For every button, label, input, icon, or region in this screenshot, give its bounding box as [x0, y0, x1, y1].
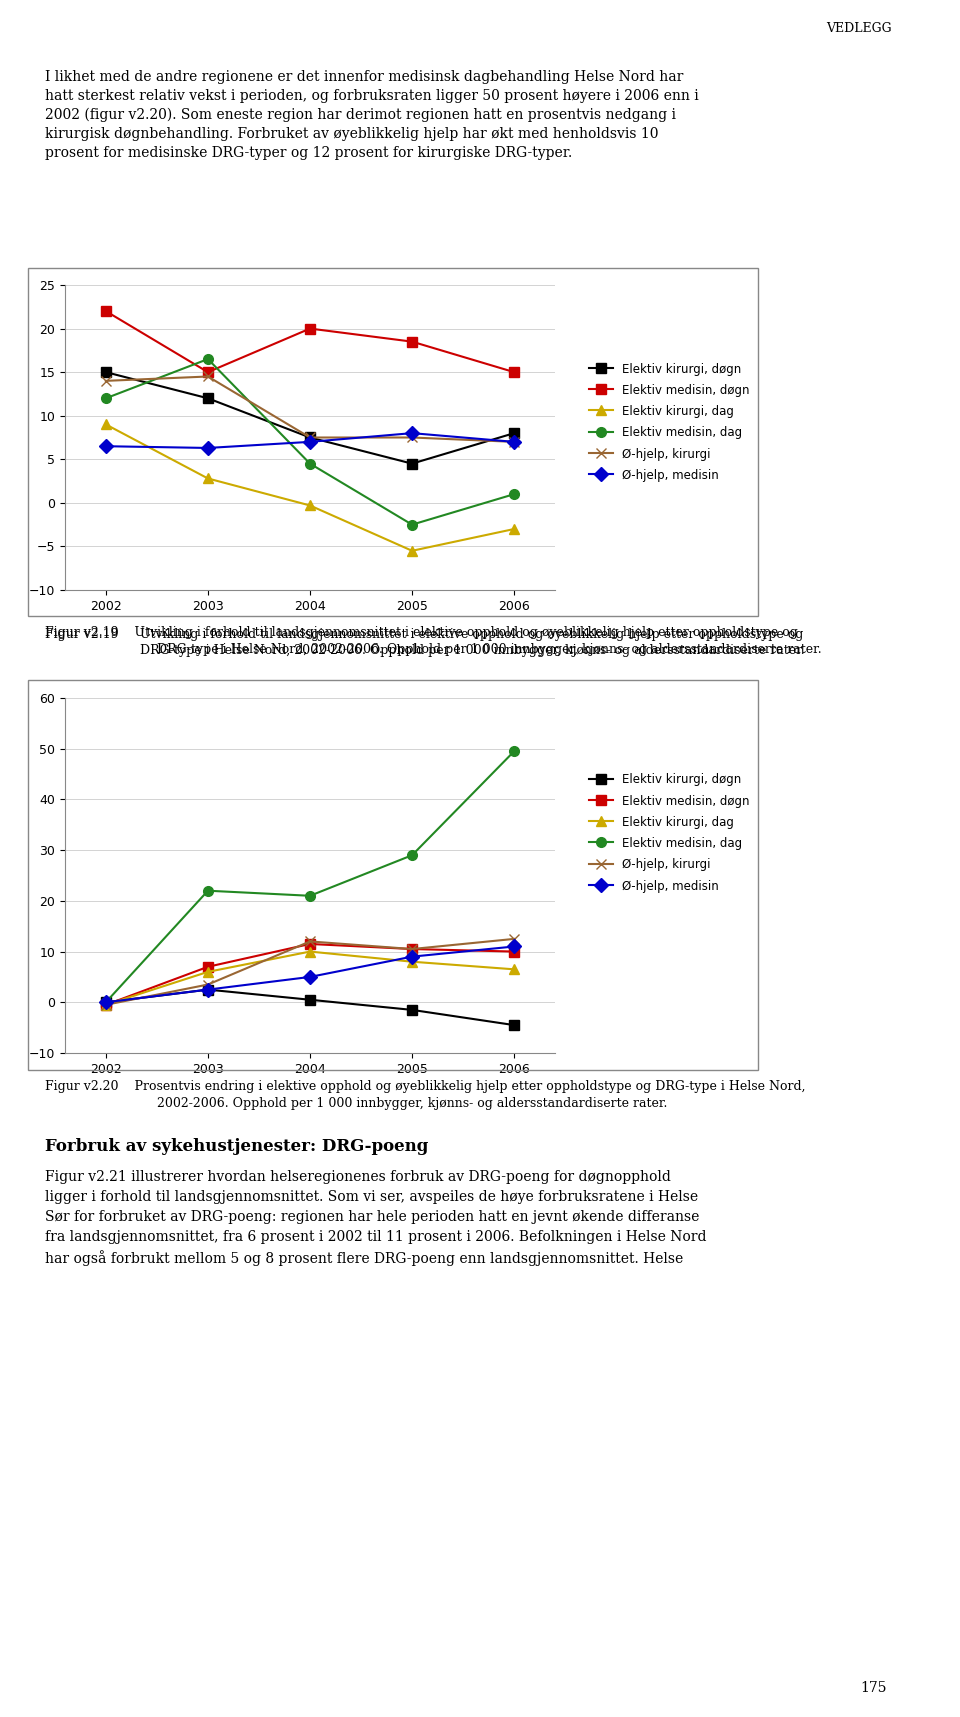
Text: I likhet med de andre regionene er det innenfor medisinsk dagbehandling Helse No: I likhet med de andre regionene er det i… — [45, 70, 684, 84]
Elektiv kirurgi, dag — [406, 951, 418, 972]
Text: hatt sterkest relativ vekst i perioden, og forbruksraten ligger 50 prosent høyer: hatt sterkest relativ vekst i perioden, … — [45, 89, 699, 103]
Text: Figur v2.20    Prosentvis endring i elektive opphold og øyeblikkelig hjelp etter: Figur v2.20 Prosentvis endring i elektiv… — [45, 1080, 805, 1094]
Line: Ø-hjelp, medisin: Ø-hjelp, medisin — [101, 428, 519, 453]
Ø-hjelp, kirurgi — [509, 431, 520, 452]
Elektiv medisin, dag — [406, 515, 418, 536]
Text: Figur v2.19    Utvikling i forhold til landsgjennomsnittet i elektive opphold og: Figur v2.19 Utvikling i forhold til land… — [45, 627, 798, 639]
Elektiv kirurgi, døgn — [203, 979, 214, 999]
Text: Figur v2.21 illustrerer hvordan helseregionenes forbruk av DRG-poeng for døgnopp: Figur v2.21 illustrerer hvordan helsereg… — [45, 1169, 671, 1185]
Text: 175: 175 — [860, 1681, 887, 1695]
Elektiv kirurgi, døgn — [509, 422, 520, 443]
Elektiv medisin, dag — [100, 992, 111, 1013]
Text: 2002 (figur v2.20). Som eneste region har derimot regionen hatt en prosentvis ne: 2002 (figur v2.20). Som eneste region ha… — [45, 108, 676, 122]
Text: DRG-type i Helse Nord, 2002-2006. Opphold per 1 000 innbygger, kjønns- og alders: DRG-type i Helse Nord, 2002-2006. Opphol… — [157, 642, 822, 656]
Line: Elektiv kirurgi, døgn: Elektiv kirurgi, døgn — [101, 986, 519, 1030]
Elektiv medisin, døgn — [304, 934, 316, 955]
Ø-hjelp, kirurgi — [509, 929, 520, 950]
Elektiv kirurgi, dag — [203, 469, 214, 489]
Elektiv medisin, dag — [509, 484, 520, 505]
Elektiv medisin, døgn — [100, 300, 111, 321]
Line: Elektiv kirurgi, døgn: Elektiv kirurgi, døgn — [101, 367, 519, 469]
Elektiv medisin, døgn — [406, 331, 418, 352]
Elektiv kirurgi, døgn — [100, 992, 111, 1013]
Ø-hjelp, kirurgi — [100, 994, 111, 1015]
Elektiv kirurgi, dag — [509, 519, 520, 539]
Elektiv medisin, dag — [509, 742, 520, 762]
Ø-hjelp, kirurgi — [203, 366, 214, 386]
Ø-hjelp, medisin — [100, 436, 111, 457]
Elektiv kirurgi, dag — [304, 494, 316, 515]
Text: VEDLEGG: VEDLEGG — [827, 22, 892, 34]
Ø-hjelp, kirurgi — [100, 371, 111, 391]
Line: Ø-hjelp, kirurgi: Ø-hjelp, kirurgi — [101, 371, 519, 446]
Text: Sør for forbruket av DRG-poeng: regionen har hele perioden hatt en jevnt økende : Sør for forbruket av DRG-poeng: regionen… — [45, 1210, 700, 1224]
Elektiv medisin, døgn — [509, 941, 520, 962]
Line: Ø-hjelp, medisin: Ø-hjelp, medisin — [101, 941, 519, 1008]
Text: fra landsgjennomsnittet, fra 6 prosent i 2002 til 11 prosent i 2006. Befolkninge: fra landsgjennomsnittet, fra 6 prosent i… — [45, 1229, 707, 1245]
Line: Elektiv kirurgi, dag: Elektiv kirurgi, dag — [101, 946, 519, 1010]
Text: kirurgisk døgnbehandling. Forbruket av øyeblikkelig hjelp har økt med henholdsvi: kirurgisk døgnbehandling. Forbruket av ø… — [45, 127, 659, 141]
Elektiv kirurgi, døgn — [406, 453, 418, 474]
Elektiv kirurgi, dag — [100, 994, 111, 1015]
Elektiv kirurgi, døgn — [304, 989, 316, 1010]
Ø-hjelp, kirurgi — [406, 939, 418, 960]
Elektiv kirurgi, døgn — [100, 362, 111, 383]
Elektiv kirurgi, dag — [509, 960, 520, 980]
Elektiv medisin, dag — [203, 349, 214, 369]
Line: Elektiv medisin, døgn: Elektiv medisin, døgn — [101, 306, 519, 378]
Elektiv medisin, dag — [100, 388, 111, 409]
Ø-hjelp, medisin — [509, 936, 520, 956]
Text: ligger i forhold til landsgjennomsnittet. Som vi ser, avspeiles de høye forbruks: ligger i forhold til landsgjennomsnittet… — [45, 1190, 698, 1204]
Ø-hjelp, medisin — [100, 992, 111, 1013]
Elektiv medisin, dag — [304, 453, 316, 474]
Line: Elektiv medisin, dag: Elektiv medisin, dag — [101, 354, 519, 529]
Ø-hjelp, kirurgi — [304, 931, 316, 951]
Line: Elektiv kirurgi, dag: Elektiv kirurgi, dag — [101, 419, 519, 556]
Text: har også forbrukt mellom 5 og 8 prosent flere DRG-poeng enn landsgjennomsnittet.: har også forbrukt mellom 5 og 8 prosent … — [45, 1250, 684, 1265]
Text: 2002-2006. Opphold per 1 000 innbygger, kjønns- og aldersstandardiserte rater.: 2002-2006. Opphold per 1 000 innbygger, … — [157, 1097, 668, 1109]
Ø-hjelp, medisin — [203, 979, 214, 999]
Ø-hjelp, medisin — [406, 422, 418, 443]
Ø-hjelp, medisin — [304, 431, 316, 452]
Elektiv medisin, døgn — [203, 956, 214, 977]
Elektiv medisin, døgn — [100, 994, 111, 1015]
Elektiv medisin, døgn — [203, 362, 214, 383]
Text: Utvikling i forhold til landsgjennomsnittet i elektive opphold og øyeblikkelig h: Utvikling i forhold til landsgjennomsnit… — [140, 628, 804, 640]
Elektiv medisin, døgn — [509, 362, 520, 383]
Elektiv medisin, døgn — [406, 939, 418, 960]
Text: prosent for medisinske DRG-typer og 12 prosent for kirurgiske DRG-typer.: prosent for medisinske DRG-typer og 12 p… — [45, 146, 572, 160]
Ø-hjelp, medisin — [203, 438, 214, 458]
Elektiv medisin, dag — [406, 845, 418, 865]
Ø-hjelp, kirurgi — [203, 974, 214, 994]
Ø-hjelp, medisin — [406, 946, 418, 967]
Ø-hjelp, medisin — [304, 967, 316, 987]
Elektiv kirurgi, dag — [304, 941, 316, 962]
Elektiv kirurgi, døgn — [406, 999, 418, 1020]
Ø-hjelp, medisin — [509, 431, 520, 452]
Elektiv medisin, dag — [304, 886, 316, 907]
Elektiv kirurgi, dag — [203, 962, 214, 982]
Elektiv kirurgi, dag — [406, 541, 418, 561]
Text: DRG-type i Helse Nord, 2002-2006. Opphold per 1 000 innbygger, kjønns- og alders: DRG-type i Helse Nord, 2002-2006. Opphol… — [140, 644, 804, 658]
Ø-hjelp, kirurgi — [304, 428, 316, 448]
Ø-hjelp, kirurgi — [406, 428, 418, 448]
Legend: Elektiv kirurgi, døgn, Elektiv medisin, døgn, Elektiv kirurgi, dag, Elektiv medi: Elektiv kirurgi, døgn, Elektiv medisin, … — [586, 769, 753, 896]
Elektiv medisin, døgn — [304, 318, 316, 338]
Line: Elektiv medisin, døgn: Elektiv medisin, døgn — [101, 939, 519, 1010]
Elektiv kirurgi, døgn — [509, 1015, 520, 1035]
Elektiv kirurgi, døgn — [203, 388, 214, 409]
Text: Forbruk av sykehustjenester: DRG-poeng: Forbruk av sykehustjenester: DRG-poeng — [45, 1138, 428, 1156]
Text: Figur v2.19: Figur v2.19 — [45, 628, 119, 640]
Line: Ø-hjelp, kirurgi: Ø-hjelp, kirurgi — [101, 934, 519, 1010]
Elektiv medisin, dag — [203, 881, 214, 901]
Line: Elektiv medisin, dag: Elektiv medisin, dag — [101, 747, 519, 1008]
Legend: Elektiv kirurgi, døgn, Elektiv medisin, døgn, Elektiv kirurgi, dag, Elektiv medi: Elektiv kirurgi, døgn, Elektiv medisin, … — [586, 359, 753, 486]
Elektiv kirurgi, dag — [100, 414, 111, 434]
Elektiv kirurgi, døgn — [304, 428, 316, 448]
